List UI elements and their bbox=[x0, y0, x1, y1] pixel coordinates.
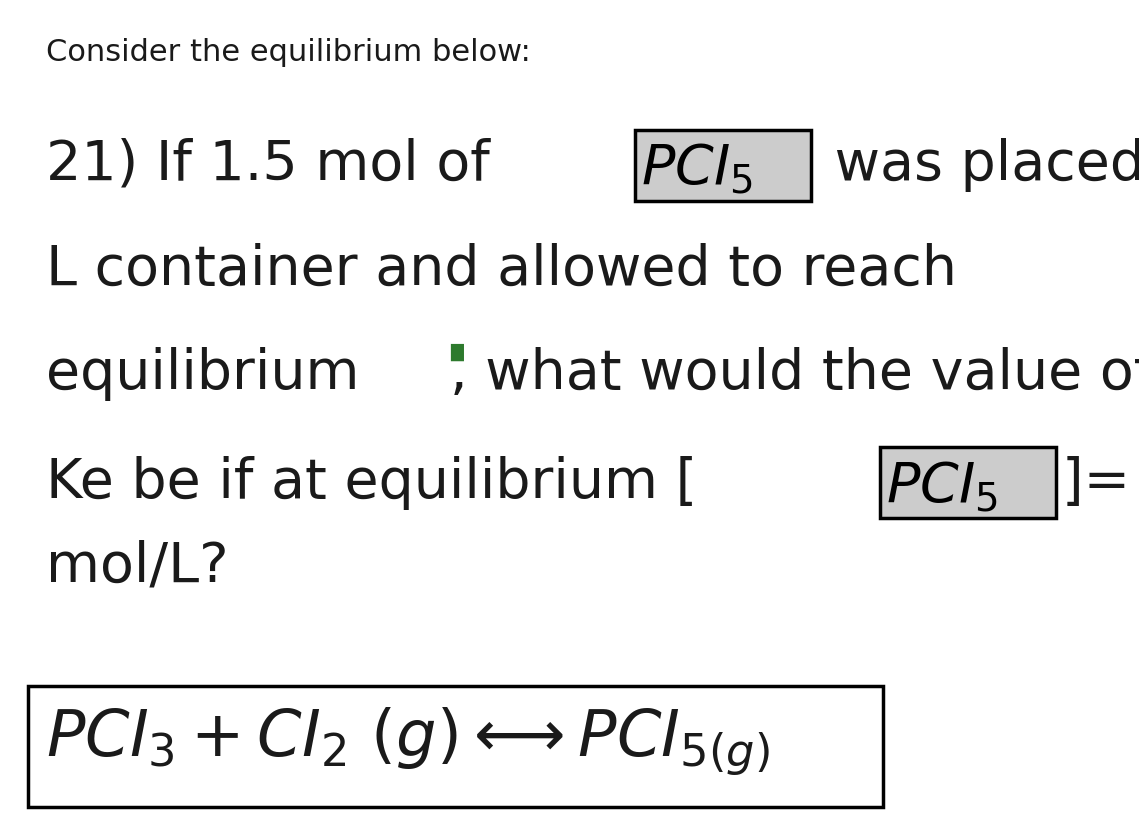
Text: equilibrium: equilibrium bbox=[46, 347, 359, 401]
Text: was placed in 1.0: was placed in 1.0 bbox=[817, 138, 1139, 192]
Bar bbox=[636, 130, 811, 201]
Text: Ke be if at equilibrium [: Ke be if at equilibrium [ bbox=[46, 456, 697, 510]
Text: ]= 1.2: ]= 1.2 bbox=[1062, 456, 1139, 510]
Text: 21) If 1.5 mol of: 21) If 1.5 mol of bbox=[46, 138, 507, 192]
Text: , what would the value of: , what would the value of bbox=[450, 347, 1139, 401]
Text: $PCI_5$: $PCI_5$ bbox=[886, 460, 998, 514]
Bar bbox=[880, 447, 1056, 518]
Text: Consider the equilibrium below:: Consider the equilibrium below: bbox=[46, 38, 531, 67]
Text: L container and allowed to reach: L container and allowed to reach bbox=[46, 242, 957, 297]
Text: mol/L?: mol/L? bbox=[46, 539, 228, 594]
Text: █: █ bbox=[450, 343, 462, 361]
Text: $PCI_3 + CI_2\ (g) \longleftrightarrow PCI_{5(g)}$: $PCI_3 + CI_2\ (g) \longleftrightarrow P… bbox=[46, 706, 769, 778]
Bar bbox=[28, 686, 883, 807]
Text: $PCI_5$: $PCI_5$ bbox=[641, 142, 753, 196]
